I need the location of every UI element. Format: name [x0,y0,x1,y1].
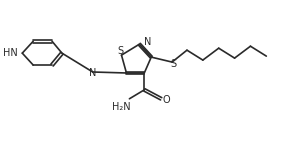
Text: S: S [117,46,123,56]
Text: H₂N: H₂N [112,102,131,112]
Text: N: N [144,37,152,47]
Text: N: N [89,68,96,78]
Text: HN: HN [2,48,17,58]
Text: S: S [170,59,176,69]
Text: O: O [162,95,170,105]
